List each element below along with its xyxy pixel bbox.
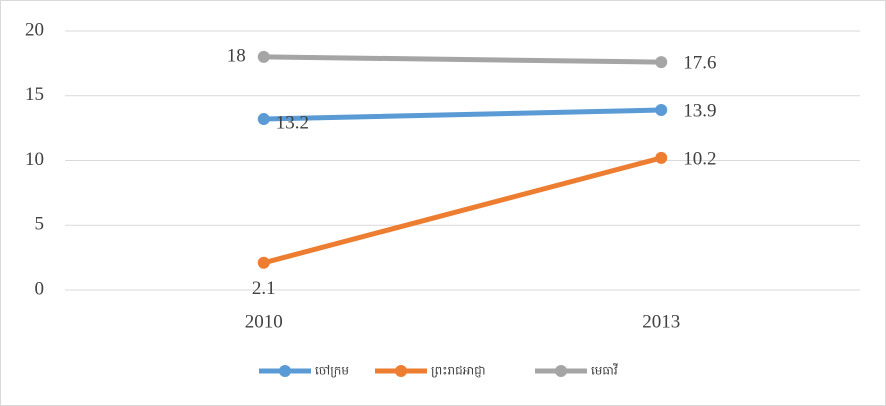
data-label: 18 (227, 45, 246, 66)
data-label: 13.2 (276, 112, 309, 133)
legend-marker (555, 365, 567, 377)
legend-label: ចៅក្រម (315, 364, 349, 378)
data-label: 2.1 (252, 278, 276, 299)
y-tick-label: 0 (35, 278, 45, 299)
marker (655, 56, 668, 69)
marker (655, 151, 668, 164)
data-label: 17.6 (683, 52, 716, 73)
x-tick-label: 2010 (245, 311, 283, 332)
line (261, 155, 664, 266)
line (261, 54, 664, 65)
y-tick-label: 5 (35, 214, 45, 235)
x-tick-label: 2013 (642, 311, 680, 332)
legend-marker (279, 365, 291, 377)
marker (257, 113, 270, 126)
data-label: 10.2 (683, 148, 716, 169)
marker (257, 50, 270, 63)
marker (655, 103, 668, 116)
legend-marker (395, 365, 407, 377)
legend-label: មេធាវី (591, 363, 618, 378)
legend-label: ព្រះរាជអាជ្ញា (431, 364, 486, 378)
y-tick-label: 20 (25, 19, 44, 40)
marker (257, 256, 270, 269)
y-tick-label: 15 (25, 84, 44, 105)
line (261, 107, 664, 122)
y-tick-label: 10 (25, 149, 44, 170)
data-label: 13.9 (683, 100, 716, 121)
